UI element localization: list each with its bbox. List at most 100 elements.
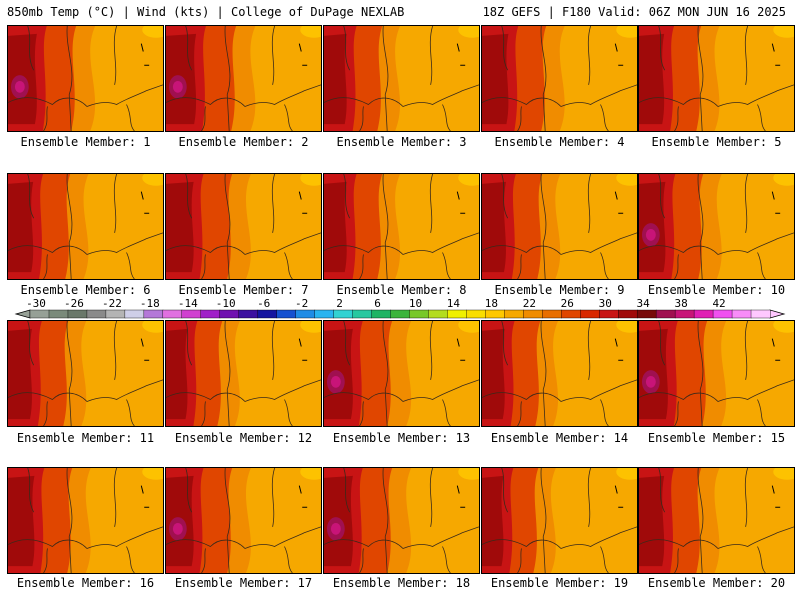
colorbar-tick-label: 26 — [561, 298, 574, 310]
colorbar-segment — [447, 309, 467, 319]
temperature-map — [324, 321, 479, 426]
colorbar-segment — [48, 309, 69, 319]
colorbar-tick-label: 42 — [712, 298, 725, 310]
temperature-map — [8, 26, 163, 131]
ensemble-member-label: Ensemble Member: 19 — [490, 576, 629, 590]
colorbar-segment — [238, 309, 259, 319]
ensemble-member-map — [165, 320, 322, 427]
colorbar-segment — [523, 309, 543, 319]
ensemble-member-label: Ensemble Member: 4 — [494, 135, 625, 149]
colorbar-segment — [693, 309, 714, 319]
temperature-map — [324, 26, 479, 131]
colorbar-tick-label: 2 — [336, 298, 343, 310]
ensemble-member-map — [7, 320, 164, 427]
colorbar-segment — [200, 309, 221, 319]
colorbar-segment — [712, 309, 733, 319]
ensemble-member-label: Ensemble Member: 13 — [332, 431, 471, 445]
temperature-map — [482, 174, 637, 279]
colorbar-high-arrow — [769, 309, 786, 319]
ensemble-member-label: Ensemble Member: 17 — [174, 576, 313, 590]
colorbar-tick-label: 6 — [374, 298, 381, 310]
ensemble-member-map — [165, 173, 322, 280]
ensemble-member-map — [481, 173, 638, 280]
colorbar-segment — [674, 309, 695, 319]
colorbar-segment — [428, 309, 448, 319]
colorbar-segment — [276, 309, 297, 319]
colorbar-segment — [371, 309, 392, 319]
temperature-map — [166, 468, 321, 573]
colorbar-segment — [219, 309, 240, 319]
colorbar-segment — [105, 309, 126, 319]
ensemble-member-label: Ensemble Member: 18 — [332, 576, 471, 590]
temperature-map — [8, 174, 163, 279]
colorbar-segment — [580, 309, 600, 319]
colorbar-tick-label: -6 — [257, 298, 270, 310]
colorbar-tick-label: -2 — [295, 298, 308, 310]
colorbar-tick-label: 34 — [637, 298, 651, 310]
ensemble-member-label: Ensemble Member: 15 — [647, 431, 786, 445]
temperature-map — [8, 321, 163, 426]
temperature-map — [482, 26, 637, 131]
colorbar-segment — [636, 309, 657, 319]
header-left-title: 850mb Temp (°C) | Wind (kts) | College o… — [7, 5, 405, 19]
colorbar-segment — [390, 309, 410, 319]
temperature-map — [482, 321, 637, 426]
ensemble-member-map — [165, 467, 322, 574]
ensemble-member-map — [481, 467, 638, 574]
colorbar-tick-label: 18 — [485, 298, 498, 310]
temperature-map — [639, 26, 794, 131]
ensemble-member-map — [638, 320, 795, 427]
temperature-map — [639, 468, 794, 573]
colorbar-segment — [618, 309, 638, 319]
ensemble-member-map — [7, 467, 164, 574]
ensemble-member-label: Ensemble Member: 6 — [20, 283, 151, 297]
ensemble-member-label: Ensemble Member: 14 — [490, 431, 629, 445]
ensemble-member-map — [323, 25, 480, 132]
colorbar-segment — [143, 309, 164, 319]
temperature-colorbar: -30 -26 -22 -18 -14 -10 -6 -2 2 6 10 14 18 22 26 30 34 38… — [0, 298, 800, 320]
colorbar-tick-label: -30 — [26, 298, 46, 310]
colorbar-tick-label: -14 — [178, 298, 198, 310]
temperature-map — [166, 26, 321, 131]
ensemble-member-map — [481, 25, 638, 132]
colorbar-segment — [542, 309, 562, 319]
colorbar-segment — [655, 309, 676, 319]
ensemble-member-label: Ensemble Member: 11 — [16, 431, 155, 445]
colorbar-tick-label: -22 — [102, 298, 122, 310]
ensemble-member-label: Ensemble Member: 5 — [651, 135, 782, 149]
colorbar-tick-label: -18 — [140, 298, 160, 310]
ensemble-member-map — [7, 173, 164, 280]
ensemble-member-map — [323, 173, 480, 280]
colorbar-tick-label: 10 — [409, 298, 422, 310]
temperature-map — [166, 321, 321, 426]
colorbar-segment — [29, 309, 50, 319]
ensemble-member-label: Ensemble Member: 9 — [494, 283, 625, 297]
colorbar-segment — [504, 309, 524, 319]
colorbar-segment — [352, 309, 373, 319]
colorbar-segment — [295, 309, 316, 319]
colorbar-segment — [466, 309, 486, 319]
header-right-title: 18Z GEFS | F180 Valid: 06Z MON JUN 16 20… — [482, 5, 786, 19]
temperature-map — [639, 174, 794, 279]
ensemble-member-map — [323, 467, 480, 574]
ensemble-member-map — [638, 25, 795, 132]
colorbar-segment — [162, 309, 183, 319]
colorbar-segment — [257, 309, 278, 319]
ensemble-member-map — [165, 25, 322, 132]
colorbar-tick-label: 38 — [675, 298, 688, 310]
colorbar-segment — [124, 309, 145, 319]
colorbar-tick-label: 14 — [447, 298, 461, 310]
colorbar-graphic: -30 -26 -22 -18 -14 -10 -6 -2 2 6 10 14 18 22 26 30 34 38… — [14, 298, 786, 319]
ensemble-member-label: Ensemble Member: 8 — [336, 283, 467, 297]
ensemble-member-label: Ensemble Member: 3 — [336, 135, 467, 149]
colorbar-tick-label: 22 — [523, 298, 536, 310]
temperature-map — [324, 174, 479, 279]
ensemble-member-map — [638, 467, 795, 574]
ensemble-member-map — [7, 25, 164, 132]
ensemble-member-label: Ensemble Member: 1 — [20, 135, 151, 149]
temperature-map — [639, 321, 794, 426]
ensemble-member-map — [481, 320, 638, 427]
colorbar-segment — [333, 309, 354, 319]
colorbar-segment — [599, 309, 619, 319]
colorbar-segment — [181, 309, 202, 319]
